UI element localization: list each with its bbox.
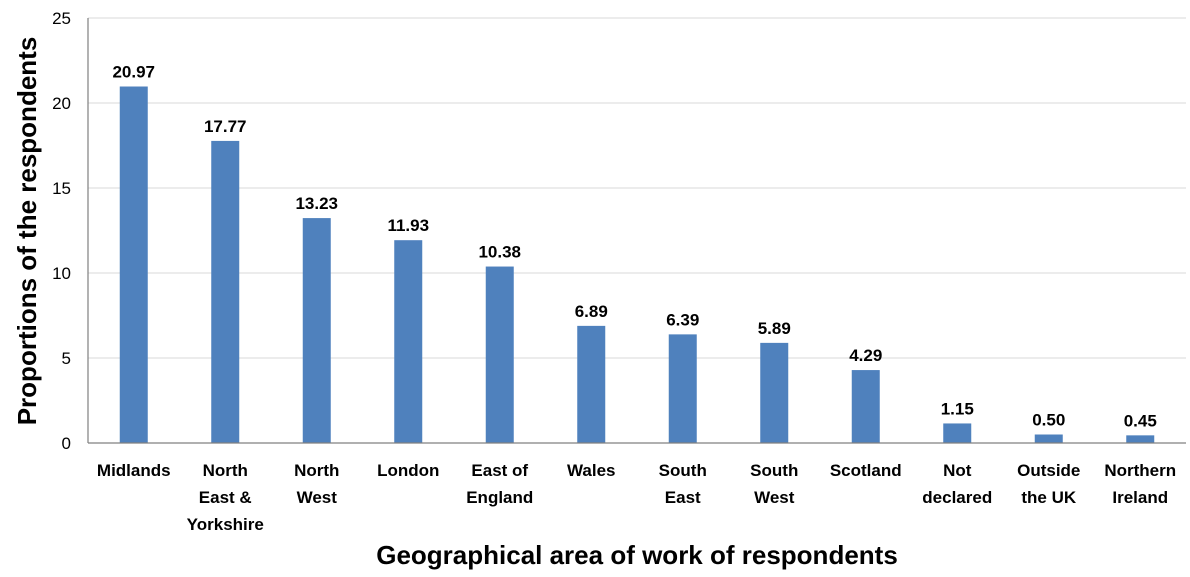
data-label: 11.93 [387,216,429,235]
x-axis-title: Geographical area of work of respondents [376,540,898,570]
category-label: Not declared [922,461,992,507]
data-label: 6.39 [666,310,699,329]
category-label: Northern Ireland [1104,461,1176,507]
data-label: 0.45 [1124,411,1157,430]
data-label: 4.29 [849,346,882,365]
data-label: 17.77 [204,117,247,136]
data-label: 5.89 [758,319,791,338]
data-label: 1.15 [941,399,974,418]
category-label: South West [750,461,798,507]
data-label: 20.97 [112,63,155,82]
bar [485,266,514,443]
gridlines [88,17,1186,359]
data-label: 13.23 [295,194,338,213]
category-label: North West [294,461,339,507]
data-label: 6.89 [575,302,608,321]
bars [119,86,1155,443]
bar [394,240,423,443]
category-label: East of England [466,461,533,507]
category-label: Midlands [97,461,171,480]
bar [119,86,148,443]
data-label: 0.50 [1032,411,1065,430]
y-tick-label: 25 [52,9,71,28]
bar [302,218,331,443]
bar [943,423,972,443]
data-label: 10.38 [478,243,521,262]
bar [668,334,697,443]
category-label: North East & Yorkshire [187,461,264,534]
bar [760,342,789,443]
data-labels: 20.97 17.77 13.23 11.93 10.38 6.89 6.39 5.89 4.2… [112,63,1156,431]
y-tick-label: 15 [52,179,71,198]
y-tick-label: 20 [52,94,71,113]
y-tick-labels: 0 5 10 15 20 25 [52,9,71,453]
bar [577,325,606,443]
bar [211,140,240,443]
category-label: London [377,461,439,480]
bar [851,370,880,443]
bar [1126,435,1155,443]
category-label: Wales [567,461,616,480]
category-label: Scotland [830,461,902,480]
y-tick-label: 0 [62,434,71,453]
axes [87,18,1186,444]
y-axis-title: Proportions of the respondents [12,37,42,426]
bar [1034,434,1063,443]
category-label: Outside the UK [1017,461,1080,507]
y-tick-label: 10 [52,264,71,283]
y-tick-label: 5 [62,349,71,368]
category-label: South East [659,461,707,507]
category-labels: Midlands North East & Yorkshire North West Lon… [97,461,1176,534]
